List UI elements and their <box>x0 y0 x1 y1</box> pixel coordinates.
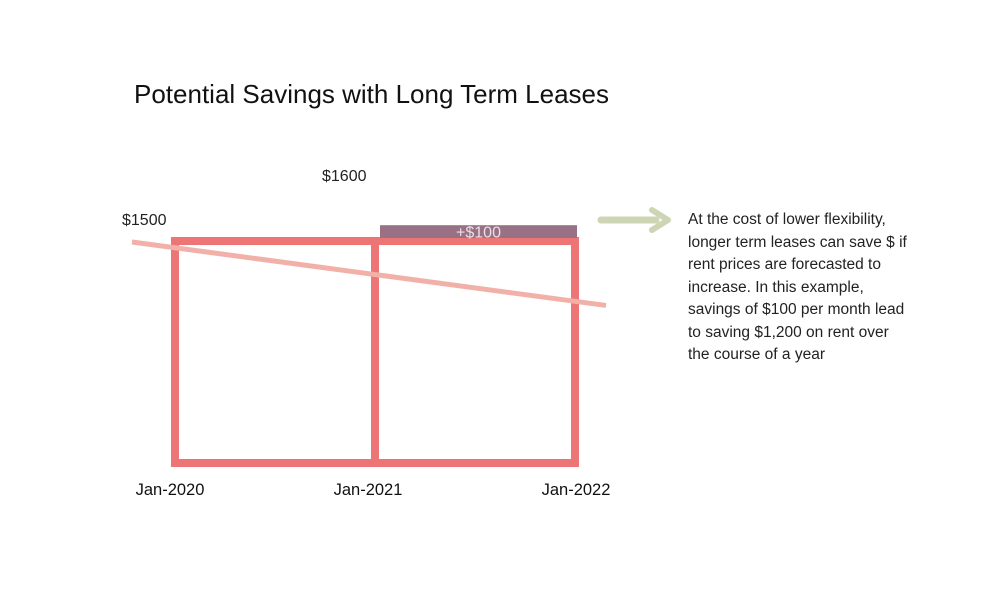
rent-period-box <box>171 237 379 467</box>
explanation-line: longer term leases can save $ if <box>688 233 907 251</box>
value-annotation: $1500 <box>122 212 167 229</box>
savings-bar <box>380 225 577 238</box>
value-annotation: $1600 <box>322 168 367 185</box>
explanation-text: At the cost of lower flexibility, longer… <box>688 209 948 367</box>
explanation-line: At the cost of lower flexibility, <box>688 211 886 228</box>
x-tick-label: Jan-2022 <box>542 481 611 499</box>
rent-period-box <box>371 237 579 467</box>
explanation-line: savings of $100 per month lead <box>688 301 905 318</box>
right-arrow-head-icon <box>649 207 671 233</box>
explanation-line: increase. In this example, <box>688 278 864 296</box>
explanation-line: rent prices are forecasted to <box>688 256 881 273</box>
explanation-line: the course of a year <box>688 346 825 363</box>
chart-title: Potential Savings with Long Term Leases <box>134 79 610 109</box>
x-tick-label: Jan-2020 <box>136 481 205 499</box>
explanation-line: to saving $1,200 on rent over <box>688 323 889 341</box>
trend-line <box>131 239 607 308</box>
x-tick-label: Jan-2021 <box>334 481 403 499</box>
savings-label: +$100 <box>456 225 501 242</box>
